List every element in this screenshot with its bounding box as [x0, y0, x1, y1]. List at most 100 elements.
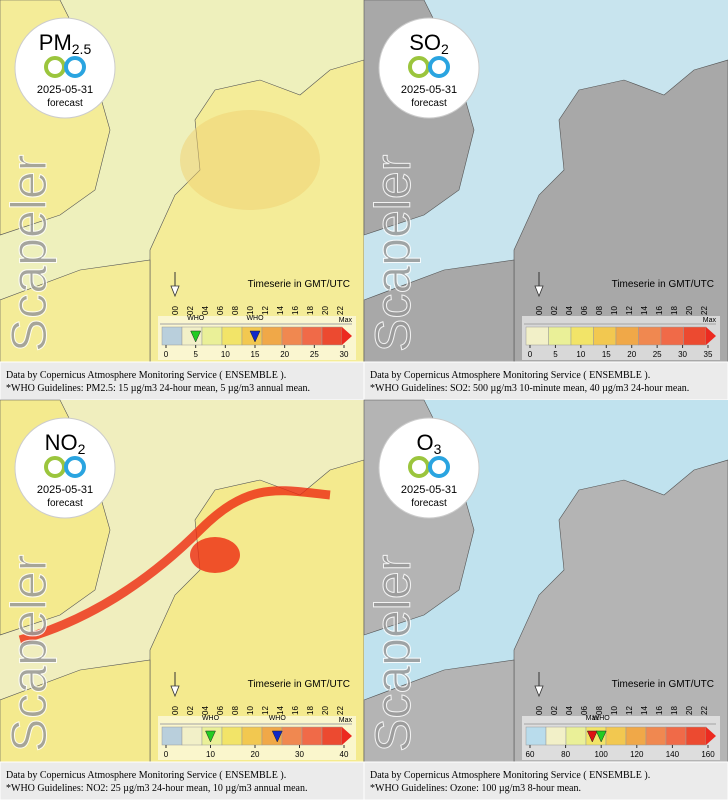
scale-cell	[221, 326, 243, 346]
scale-tick-label: 5	[553, 350, 558, 359]
caption-bg	[363, 761, 728, 800]
scale-end	[342, 727, 352, 745]
scale-tick-label: 80	[561, 750, 570, 759]
scale-tick-label: 10	[206, 750, 215, 759]
forecast-date: 2025-05-31	[401, 484, 457, 496]
land	[513, 459, 728, 765]
scale-cell	[281, 326, 303, 346]
scale-cell	[161, 726, 183, 746]
scale-tick-label: 120	[630, 750, 644, 759]
guideline-marker	[190, 330, 202, 343]
watermark: Scapeler	[1, 555, 57, 752]
scale-tick-label: 140	[666, 750, 680, 759]
scale-tick-label: 0	[164, 350, 169, 359]
hour-label: 00	[535, 706, 544, 715]
hour-label: 10	[246, 706, 255, 715]
caption-bg	[0, 761, 365, 800]
hour-label: 16	[655, 306, 664, 315]
scale-cell	[545, 726, 567, 746]
scale-cell	[593, 326, 617, 346]
credit: Data by Copernicus Atmosphere Monitoring…	[6, 770, 286, 781]
guideline-label: WHO	[202, 715, 220, 722]
land	[0, 259, 151, 365]
scale-cell	[221, 726, 243, 746]
hour-label: 04	[201, 706, 210, 715]
scale-tick-label: 20	[627, 350, 636, 359]
hour-label: 18	[670, 706, 679, 715]
pollutant-subscript: 2.5	[72, 41, 92, 57]
scale-cell	[625, 726, 647, 746]
pollutant-subscript: 2	[78, 441, 86, 457]
land	[363, 259, 515, 365]
pollutant-title: SO2	[409, 30, 449, 57]
scale-cell	[638, 326, 662, 346]
hour-label: 20	[321, 706, 330, 715]
scale-tick-label: 100	[595, 750, 609, 759]
hour-label: 14	[640, 306, 649, 315]
timeserie-label: Timeserie in GMT/UTC	[248, 279, 350, 290]
timeserie-label: Timeserie in GMT/UTC	[248, 679, 350, 690]
forecast-label: forecast	[47, 98, 83, 109]
pollutant-name: SO	[409, 30, 441, 55]
hour-label: 02	[186, 306, 195, 315]
scale-cell	[525, 326, 549, 346]
panel: Scapeler SO2 2025-05-31 forecast Timeserie i…	[363, 0, 728, 401]
hour-label: 14	[276, 306, 285, 315]
hour-label: 14	[276, 706, 285, 715]
hour-label: 18	[306, 706, 315, 715]
hour-label: 02	[550, 306, 559, 315]
scale-tick-label: 25	[653, 350, 662, 359]
hour-label: 10	[610, 306, 619, 315]
guidelines: *WHO Guidelines: PM2.5: 15 µg/m3 24-hour…	[6, 383, 310, 394]
scale-max-label: Max	[339, 317, 353, 324]
caption-bg	[0, 361, 365, 401]
scale-cell	[281, 726, 303, 746]
pollutant-name: PM	[39, 30, 72, 55]
watermark: Scapeler	[365, 555, 421, 752]
panel: Scapeler NO2 2025-05-31 forecast Timeserie i…	[0, 399, 365, 800]
pollution-area	[190, 537, 240, 573]
pollutant-title: PM2.5	[39, 30, 92, 57]
hour-label: 10	[246, 306, 255, 315]
scale-cell	[301, 726, 323, 746]
hour-label: 22	[336, 306, 345, 315]
scale-tick-label: 30	[340, 350, 349, 359]
hour-label: 06	[216, 706, 225, 715]
scale-end	[342, 327, 352, 345]
guideline-label: Max	[586, 715, 600, 722]
hour-label: 06	[580, 706, 589, 715]
scale-tick-label: 15	[251, 350, 260, 359]
scale-cell	[683, 326, 707, 346]
hour-label: 12	[261, 306, 270, 315]
caption-bg	[363, 361, 728, 401]
scale-tick-label: 35	[704, 350, 713, 359]
pollution-plume	[18, 486, 331, 645]
hour-label: 02	[550, 706, 559, 715]
logo-ring	[428, 456, 450, 478]
panel: Scapeler O3 2025-05-31 forecast Timeserie in…	[363, 399, 728, 800]
forecast-label: forecast	[411, 498, 447, 509]
hour-label: 22	[700, 706, 709, 715]
pollutant-name: O	[417, 430, 434, 455]
hour-label: 02	[186, 706, 195, 715]
pollutant-subscript: 2	[441, 41, 449, 57]
forecast-label: forecast	[411, 98, 447, 109]
guideline-label: WHO	[246, 315, 264, 322]
scale-tick-label: 0	[528, 350, 533, 359]
hour-label: 04	[565, 306, 574, 315]
hour-label: 22	[700, 306, 709, 315]
scale-cell	[615, 326, 639, 346]
scale-tick-label: 160	[701, 750, 715, 759]
hour-label: 20	[685, 706, 694, 715]
scale-tick-label: 10	[221, 350, 230, 359]
hour-label: 08	[231, 306, 240, 315]
guideline-label: WHO	[187, 315, 205, 322]
scale-cell	[161, 326, 183, 346]
hour-label: 18	[670, 306, 679, 315]
pollutant-subscript: 3	[434, 441, 442, 457]
scale-cell	[181, 326, 203, 346]
hour-label: 00	[171, 306, 180, 315]
hour-label: 06	[580, 306, 589, 315]
scale-tick-label: 60	[526, 750, 535, 759]
panel: Scapeler PM2.5 2025-05-31 forecast Timeserie…	[0, 0, 365, 401]
